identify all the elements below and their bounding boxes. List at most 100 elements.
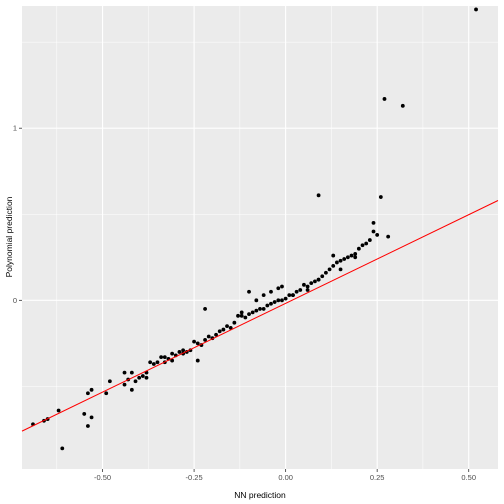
data-point	[254, 298, 259, 303]
data-point	[294, 289, 299, 294]
data-point	[104, 391, 109, 396]
data-point	[228, 325, 233, 330]
data-point	[353, 251, 358, 256]
data-point	[378, 195, 383, 199]
data-point	[353, 255, 358, 260]
data-point	[305, 288, 310, 292]
data-point	[144, 375, 149, 380]
data-point	[162, 355, 167, 360]
y-tick-label: 1	[13, 124, 17, 133]
data-point	[305, 284, 310, 289]
data-point	[269, 289, 273, 294]
data-point	[181, 348, 186, 353]
data-point	[192, 339, 196, 344]
data-point	[371, 220, 376, 225]
data-point	[206, 334, 211, 339]
data-point	[356, 246, 361, 251]
data-point	[159, 355, 164, 360]
data-point	[151, 362, 156, 366]
data-point	[342, 257, 347, 261]
reference-line	[21, 200, 499, 432]
data-point	[298, 288, 303, 292]
data-point	[269, 301, 273, 306]
data-point	[247, 312, 251, 316]
data-point	[239, 313, 244, 318]
data-point	[140, 374, 145, 378]
data-point	[280, 284, 284, 289]
data-point	[250, 310, 255, 315]
data-point	[345, 255, 350, 260]
data-point	[276, 286, 281, 291]
data-point	[375, 233, 380, 237]
data-point	[272, 300, 277, 304]
data-point	[129, 370, 134, 375]
data-point	[338, 267, 343, 272]
data-point	[400, 103, 405, 108]
data-point	[371, 229, 376, 234]
y-axis-title: Polynomial prediction	[4, 196, 14, 277]
x-axis-ticks: -0.50 -0.25 0.00 0.25 0.50	[94, 469, 476, 482]
data-point	[382, 97, 387, 101]
data-point	[331, 253, 336, 258]
data-point	[177, 350, 182, 354]
x-tick-label: -0.25	[186, 473, 203, 482]
data-point	[221, 327, 226, 332]
x-axis-title: NN prediction	[234, 490, 286, 500]
data-point	[137, 375, 142, 380]
plot-panel	[22, 6, 498, 469]
x-tick-label: 0.00	[278, 473, 293, 482]
data-point	[474, 7, 478, 12]
data-point	[56, 408, 61, 413]
y-tick-label: 0	[13, 296, 17, 305]
data-point	[265, 303, 270, 308]
data-point	[148, 360, 153, 365]
data-point	[239, 310, 244, 315]
data-point	[324, 270, 328, 275]
data-point	[195, 358, 200, 363]
data-point	[86, 424, 90, 428]
data-point	[313, 279, 317, 284]
data-point	[232, 320, 237, 325]
data-point	[367, 238, 372, 242]
data-point	[122, 370, 127, 375]
data-point	[225, 324, 229, 329]
data-point	[364, 241, 369, 246]
data-point	[170, 358, 175, 363]
data-point	[170, 351, 175, 356]
data-point	[320, 274, 325, 279]
data-point	[243, 315, 248, 320]
data-point	[316, 277, 321, 282]
y-axis-ticks: 01	[13, 124, 22, 305]
data-point	[82, 412, 87, 416]
data-point	[129, 387, 134, 392]
data-point	[334, 260, 339, 265]
data-point	[360, 243, 365, 248]
x-tick-label: 0.50	[461, 473, 476, 482]
data-point	[107, 379, 112, 384]
data-point	[349, 253, 354, 258]
data-point	[331, 263, 336, 268]
data-point	[236, 313, 240, 318]
data-point	[86, 391, 90, 396]
data-point	[261, 293, 266, 298]
x-tick-label: 0.25	[370, 473, 385, 482]
data-point	[122, 382, 127, 387]
data-point	[338, 258, 343, 263]
data-point	[327, 267, 332, 272]
data-point	[195, 341, 200, 346]
data-point	[89, 387, 94, 392]
data-point	[203, 307, 207, 311]
data-point	[316, 193, 321, 198]
data-point	[302, 282, 306, 287]
data-point	[214, 332, 218, 337]
data-point	[133, 379, 138, 384]
data-point	[155, 360, 160, 365]
data-point	[283, 296, 288, 301]
data-point	[247, 289, 251, 294]
gridlines	[22, 6, 498, 469]
data-point	[261, 307, 266, 311]
data-point	[276, 298, 281, 303]
data-point	[258, 307, 262, 311]
data-point	[60, 446, 65, 451]
